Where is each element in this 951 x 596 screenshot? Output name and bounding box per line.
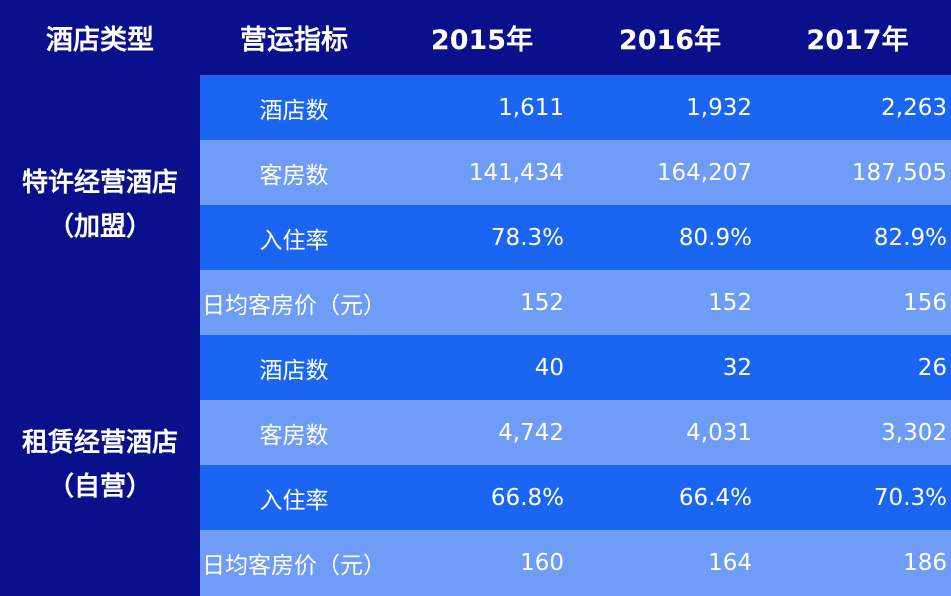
value-2015: 152 bbox=[520, 289, 564, 316]
value-2016: 66.4% bbox=[678, 484, 752, 511]
value-2016: 1,932 bbox=[686, 94, 752, 121]
value-2017: 2,263 bbox=[881, 94, 947, 121]
group-label-line1: 租赁经营酒店 bbox=[21, 428, 178, 458]
header-metric: 营运指标 bbox=[200, 0, 388, 75]
value-2016: 164 bbox=[708, 550, 752, 576]
table-row: 入住率 78.3% 80.9% 82.9% bbox=[200, 205, 951, 270]
header-2017: 2017年 bbox=[764, 0, 951, 75]
value-2016: 164,207 bbox=[656, 159, 752, 186]
metric-cell: 客房数 bbox=[259, 422, 329, 449]
value-2017: 3,302 bbox=[881, 419, 947, 446]
value-2017: 26 bbox=[917, 354, 947, 381]
table-row: 客房数 4,742 4,031 3,302 bbox=[200, 400, 951, 465]
table-row: 日均客房价（元） 160 164 186 bbox=[200, 530, 951, 596]
value-2015: 78.3% bbox=[490, 224, 564, 251]
group-label-line2: （加盟） bbox=[47, 212, 152, 242]
header-2016: 2016年 bbox=[576, 0, 764, 75]
value-2017: 187,505 bbox=[851, 159, 947, 186]
group-label-line1: 特许经营酒店 bbox=[21, 168, 178, 198]
value-2015: 40 bbox=[534, 354, 564, 381]
value-2016: 4,031 bbox=[686, 419, 752, 446]
value-2016: 152 bbox=[708, 289, 752, 316]
group-label-franchise: 特许经营酒店 （加盟） bbox=[0, 75, 200, 335]
metric-cell: 入住率 bbox=[259, 227, 329, 254]
metric-cell: 入住率 bbox=[259, 487, 329, 514]
header-2015: 2015年 bbox=[388, 0, 576, 75]
metric-cell: 日均客房价（元） bbox=[202, 292, 386, 319]
value-2017: 156 bbox=[903, 289, 947, 316]
value-2017: 70.3% bbox=[873, 484, 947, 511]
metric-cell: 客房数 bbox=[259, 162, 329, 189]
value-2015: 1,611 bbox=[498, 94, 564, 121]
table-row: 酒店数 1,611 1,932 2,263 bbox=[200, 75, 951, 140]
value-2015: 4,742 bbox=[498, 419, 564, 446]
metric-cell: 酒店数 bbox=[259, 97, 329, 124]
table-row: 入住率 66.8% 66.4% 70.3% bbox=[200, 465, 951, 530]
metric-cell: 酒店数 bbox=[259, 357, 329, 384]
value-2017: 82.9% bbox=[873, 224, 947, 251]
group-label-leased: 租赁经营酒店 （自营） bbox=[0, 335, 200, 595]
value-2016: 80.9% bbox=[678, 224, 752, 251]
value-2015: 160 bbox=[520, 550, 564, 576]
header-hotel-type: 酒店类型 bbox=[0, 0, 200, 75]
group-label-line2: （自营） bbox=[47, 472, 152, 502]
value-2016: 32 bbox=[722, 354, 752, 381]
table-row: 客房数 141,434 164,207 187,505 bbox=[200, 140, 951, 205]
table-row: 日均客房价（元） 152 152 156 bbox=[200, 270, 951, 335]
value-2017: 186 bbox=[903, 550, 947, 576]
value-2015: 66.8% bbox=[490, 484, 564, 511]
value-2015: 141,434 bbox=[468, 159, 564, 186]
metric-cell: 日均客房价（元） bbox=[202, 553, 386, 579]
table-row: 酒店数 40 32 26 bbox=[200, 335, 951, 400]
